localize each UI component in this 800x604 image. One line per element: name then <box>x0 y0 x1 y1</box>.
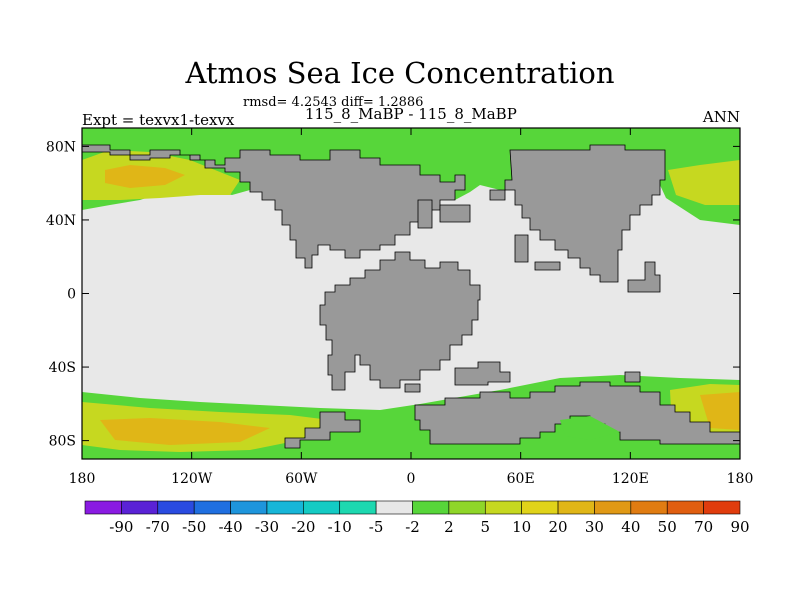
colorbar-label: 10 <box>512 518 531 536</box>
north-atlantic-ice-region <box>668 160 740 205</box>
lon-tick-label: 60E <box>507 471 535 487</box>
colorbar-label: -10 <box>328 518 352 536</box>
colorbar-swatch <box>594 500 632 515</box>
island-land <box>489 189 506 201</box>
colorbar-swatch <box>703 500 741 515</box>
island-land <box>454 361 511 386</box>
lat-tick-label: 40S <box>49 360 76 376</box>
colorbar-swatch <box>193 500 231 515</box>
colorbar-label: 2 <box>444 518 454 536</box>
southern-ice-pocket <box>560 416 620 440</box>
colorbar-swatch <box>303 500 341 515</box>
expt-label: Expt = texvx1-texvx <box>82 111 235 129</box>
island-land <box>417 199 433 229</box>
southern-fragment-land <box>284 411 361 449</box>
colorbar-swatch <box>557 500 595 515</box>
colorbar-label: -50 <box>182 518 206 536</box>
case-label: 115_8_MaBP - 115_8_MaBP <box>305 105 517 123</box>
colorbar-label: -5 <box>369 518 384 536</box>
axis-ticks: 80N 40N 0 40S 80S 180 120W 60W 0 60E 120E 180 <box>46 128 753 487</box>
southern-ocean-peak-region <box>100 418 270 445</box>
lon-tick-label: 180 <box>727 471 754 487</box>
colorbar-swatch <box>484 500 522 515</box>
colorbar-swatch <box>339 500 377 515</box>
colorbar-swatch <box>84 500 122 515</box>
colorbar-label: -40 <box>218 518 242 536</box>
colorbar-label: -20 <box>291 518 315 536</box>
lon-tick-label: 120W <box>171 471 213 487</box>
colorbar-label: 50 <box>658 518 677 536</box>
colorbar-label: 90 <box>730 518 749 536</box>
north-pacific-peak-region <box>105 165 185 188</box>
colorbar-swatch <box>230 500 268 515</box>
map-title: Atmos Sea Ice Concentration <box>185 56 615 90</box>
lat-tick-label: 0 <box>67 287 76 303</box>
colorbar-label: 5 <box>481 518 491 536</box>
island-land <box>627 261 661 293</box>
southern-indian-peak-region <box>700 392 740 430</box>
colorbar-label: -70 <box>146 518 170 536</box>
southern-continent-land <box>414 381 740 445</box>
colorbar-label: 70 <box>694 518 713 536</box>
colorbar-swatch <box>666 500 704 515</box>
lon-tick-label: 0 <box>407 471 416 487</box>
colorbar-swatch <box>521 500 559 515</box>
colorbar-label: 20 <box>549 518 568 536</box>
colorbar-label: 30 <box>585 518 604 536</box>
colorbar-label: 40 <box>621 518 640 536</box>
lon-tick-label: 120E <box>612 471 649 487</box>
lat-tick-label: 80N <box>46 139 76 155</box>
lat-tick-label: 80S <box>49 434 76 450</box>
central-continent-land <box>319 251 481 391</box>
lon-tick-label: 180 <box>69 471 96 487</box>
colorbar-swatch <box>375 500 413 515</box>
north-america-land <box>82 144 466 269</box>
lat-tick-label: 40N <box>46 213 76 229</box>
colorbar-swatch <box>412 500 450 515</box>
colorbar-swatch <box>448 500 486 515</box>
land-masses <box>82 144 740 449</box>
island-land <box>534 261 561 271</box>
island-land <box>404 383 421 393</box>
island-land <box>624 371 641 383</box>
lon-tick-label: 60W <box>285 471 318 487</box>
colorbar-label: -90 <box>109 518 133 536</box>
colorbar-swatch <box>266 500 304 515</box>
island-land <box>439 204 471 223</box>
colorbar-swatch <box>630 500 668 515</box>
colorbar: -90 -70 -50 -40 -30 -20 -10 -5 -2 2 5 10 20 30 40 50 70 9… <box>84 500 750 536</box>
stats-label: rmsd= 4.2543 diff= 1.2886 <box>243 95 424 110</box>
colorbar-label: -2 <box>405 518 420 536</box>
season-label: ANN <box>702 108 740 126</box>
greenland-land <box>504 144 666 283</box>
colorbar-label: -30 <box>255 518 279 536</box>
colorbar-swatch <box>121 500 159 515</box>
island-land <box>514 234 529 263</box>
colorbar-swatch <box>157 500 195 515</box>
